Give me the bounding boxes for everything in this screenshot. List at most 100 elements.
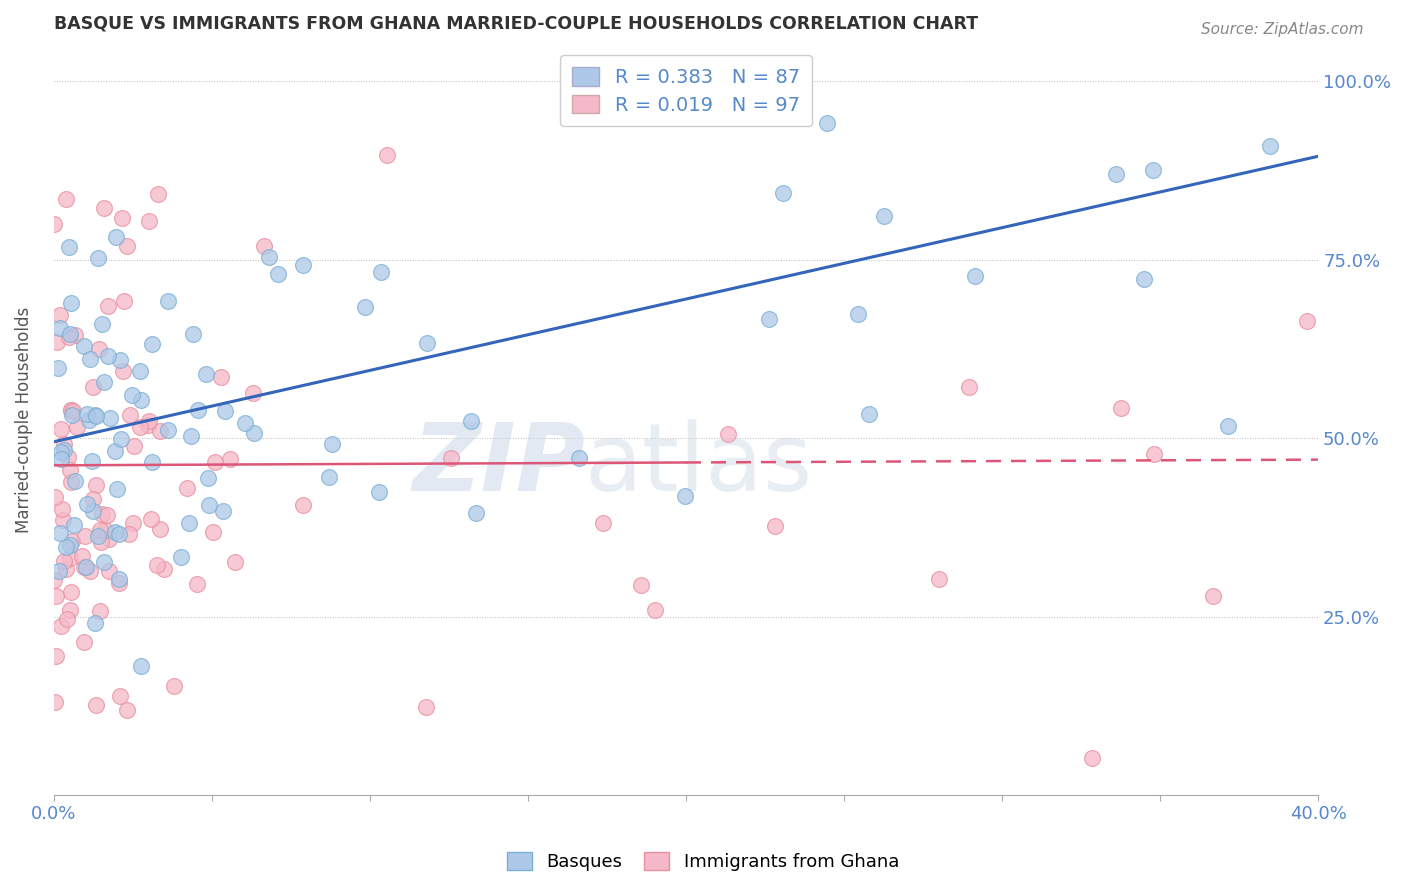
Point [353, 300, 375, 314]
Point [197, 471, 219, 485]
Point [112, 364, 135, 378]
Point [58, 330, 80, 344]
Point [110, 432, 132, 446]
Point [48, 564, 70, 578]
Point [52, 513, 75, 527]
Point [63, 328, 86, 343]
Point [139, 512, 162, 526]
Point [1109, 401, 1132, 415]
Point [415, 335, 437, 350]
Point [243, 425, 266, 440]
Point [59, 326, 82, 341]
Point [568, 450, 591, 465]
Point [592, 516, 614, 530]
Point [93, 375, 115, 389]
Point [630, 577, 652, 591]
Point [86, 252, 108, 266]
Point [82, 491, 104, 506]
Point [97, 300, 120, 314]
Point [59, 602, 82, 616]
Point [170, 550, 193, 565]
Point [89, 523, 111, 537]
Point [49, 451, 72, 466]
Point [1105, 167, 1128, 181]
Point [60, 475, 83, 489]
Point [110, 689, 132, 703]
Point [214, 403, 236, 417]
Point [138, 414, 160, 428]
Point [93, 201, 115, 215]
Point [96, 508, 118, 523]
Point [209, 370, 232, 384]
Point [58, 240, 80, 254]
Point [141, 337, 163, 351]
Legend: R = 0.383   N = 87, R = 0.019   N = 97: R = 0.383 N = 87, R = 0.019 N = 97 [561, 55, 811, 127]
Point [60, 408, 83, 422]
Point [46, 361, 69, 376]
Point [89, 604, 111, 618]
Point [108, 572, 131, 586]
Point [82, 380, 104, 394]
Point [79, 352, 101, 367]
Point [105, 482, 128, 496]
Point [49, 321, 72, 335]
Point [145, 558, 167, 572]
Point [965, 269, 987, 284]
Point [49, 619, 72, 633]
Point [75, 559, 97, 574]
Point [94, 523, 117, 537]
Point [103, 444, 125, 458]
Point [66, 420, 89, 434]
Point [49, 308, 72, 322]
Point [93, 555, 115, 569]
Point [138, 214, 160, 228]
Point [45, 334, 67, 349]
Point [253, 239, 276, 253]
Point [82, 454, 104, 468]
Point [717, 427, 740, 442]
Point [105, 230, 128, 244]
Point [111, 211, 134, 225]
Point [58, 450, 80, 464]
Point [55, 192, 77, 206]
Point [60, 533, 83, 548]
Point [873, 209, 896, 223]
Point [115, 238, 138, 252]
Point [291, 258, 314, 272]
Point [112, 293, 135, 308]
Point [266, 267, 288, 281]
Point [460, 413, 482, 427]
Point [62, 404, 84, 418]
Point [121, 388, 143, 402]
Point [59, 550, 82, 565]
Point [76, 497, 98, 511]
Point [97, 349, 120, 363]
Text: ZIP: ZIP [412, 419, 585, 511]
Point [815, 116, 838, 130]
Point [52, 442, 75, 457]
Point [318, 470, 340, 484]
Point [79, 564, 101, 578]
Point [70, 549, 93, 563]
Point [83, 408, 105, 422]
Point [129, 420, 152, 434]
Point [59, 463, 82, 477]
Point [1216, 418, 1239, 433]
Point [63, 517, 86, 532]
Point [91, 507, 114, 521]
Point [59, 538, 82, 552]
Point [465, 506, 488, 520]
Point [45, 649, 67, 664]
Point [82, 504, 104, 518]
Point [204, 454, 226, 468]
Point [48, 525, 70, 540]
Point [49, 422, 72, 436]
Point [59, 585, 82, 599]
Point [194, 367, 217, 381]
Point [89, 535, 111, 549]
Point [1081, 751, 1104, 765]
Point [370, 265, 392, 279]
Point [201, 525, 224, 540]
Point [858, 407, 880, 421]
Point [118, 527, 141, 541]
